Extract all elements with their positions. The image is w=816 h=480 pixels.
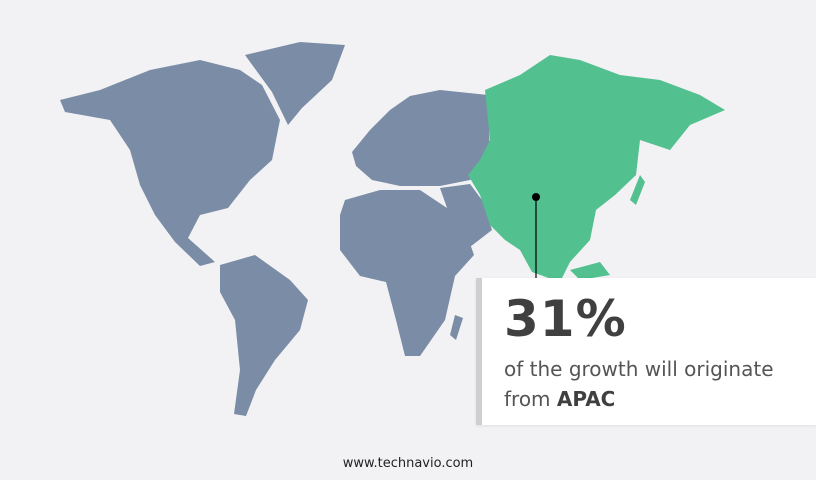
apac-region bbox=[468, 55, 725, 282]
greenland bbox=[245, 42, 345, 125]
europe bbox=[352, 90, 490, 186]
south-america bbox=[220, 255, 308, 416]
southeast-asia-islands bbox=[570, 262, 610, 280]
japan bbox=[630, 175, 645, 205]
footer-url: www.technavio.com bbox=[342, 456, 474, 471]
callout-card: 31% of the growth will originate from AP… bbox=[476, 278, 816, 425]
callout-region: APAC bbox=[556, 387, 616, 411]
callout-description: of the growth will originate from APAC bbox=[504, 354, 774, 414]
callout-text-prefix: of the growth will originate bbox=[504, 357, 774, 381]
growth-percentage: 31% bbox=[504, 290, 627, 348]
callout-pointer-dot bbox=[532, 193, 540, 201]
north-america bbox=[60, 60, 280, 266]
middle-east bbox=[440, 184, 492, 250]
africa bbox=[340, 190, 474, 356]
callout-text-from: from bbox=[504, 387, 551, 411]
madagascar bbox=[450, 315, 463, 340]
